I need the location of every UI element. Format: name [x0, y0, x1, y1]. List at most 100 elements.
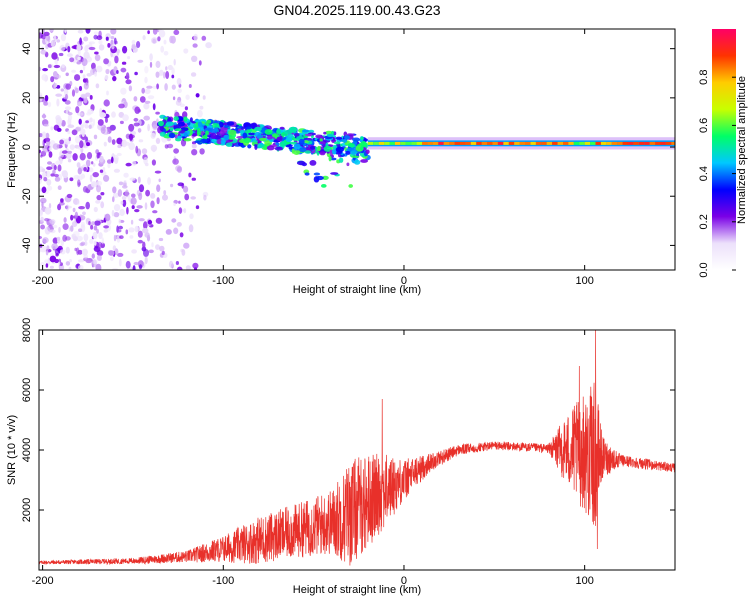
spectrogram-line-core	[470, 141, 477, 145]
spectrogram-noise-blob	[59, 44, 66, 52]
spectrogram-noise-blob	[85, 29, 91, 34]
spectrogram-line-core	[497, 141, 504, 145]
spectrogram-noise-blob	[156, 83, 160, 90]
spectrogram-noise-blob	[85, 201, 90, 210]
snr-x-tick-label: -200	[32, 575, 54, 587]
spectrogram-signal-blob	[213, 127, 219, 132]
spectrogram-noise-blob	[56, 39, 61, 43]
spectrogram-noise-blob	[177, 182, 184, 187]
spectrogram-signal-blob	[321, 184, 327, 188]
spectrogram-line-core	[378, 141, 385, 145]
spectrogram-noise-blob	[148, 249, 154, 254]
spectrogram-noise-blob	[83, 254, 88, 259]
spectrogram-noise-blob	[44, 95, 49, 102]
spectrogram-noise-blob	[191, 143, 197, 149]
snr-y-tick-label: 6000	[21, 378, 33, 402]
spectrogram-line-core	[422, 141, 428, 145]
spectrogram-noise-blob	[45, 250, 49, 256]
spectrogram-signal-blob	[158, 120, 164, 127]
spectrogram-noise-blob	[110, 36, 115, 40]
spectrogram-noise-blob	[76, 44, 82, 52]
spectrogram-noise-blob	[73, 174, 80, 180]
spectrogram-noise-blob	[96, 65, 103, 73]
spectrogram-noise-blob	[42, 171, 47, 179]
spectrogram-noise-blob	[65, 106, 72, 111]
spectrogram-noise-blob	[104, 213, 111, 222]
spectrogram-signal-blob	[253, 140, 258, 143]
spectrogram-noise-blob	[54, 58, 58, 65]
spectrogram-noise-blob	[90, 224, 94, 230]
spectrogram-noise-blob	[144, 232, 150, 238]
snr-y-tick-label: 2000	[21, 498, 33, 522]
spectrogram-noise-blob	[79, 152, 86, 161]
spectrogram-noise-blob	[78, 118, 82, 125]
spectrogram-noise-blob	[134, 106, 141, 114]
spectrogram-noise-blob	[155, 60, 161, 68]
spectrogram-signal-blob	[183, 138, 192, 142]
snr-panel: -200 -100 0 100 2000 4000 6000 8000 Height of …	[6, 318, 676, 596]
spectrogram-noise-blob	[75, 126, 82, 132]
colorbar-tick-label: 0.6	[698, 118, 710, 133]
spectrogram-noise-blob	[65, 83, 71, 90]
spectrogram-noise-blob	[100, 126, 106, 134]
spectrogram-signal-blob	[216, 131, 221, 136]
spectrogram-noise-blob	[45, 132, 50, 139]
spectrogram-noise-blob	[65, 72, 69, 77]
spectrogram-noise-blob	[102, 167, 106, 172]
spectrogram-noise-blob	[106, 90, 109, 96]
spectrogram-noise-blob	[86, 152, 93, 160]
snr-x-axis-label: Height of straight line (km)	[293, 584, 421, 596]
spectrogram-noise-blob	[133, 96, 138, 102]
spectrogram-noise-blob	[173, 58, 176, 66]
spectrogram-signal-blob	[316, 145, 321, 152]
spectrogram-y-tick-label: 0	[21, 144, 33, 150]
spectrogram-noise-blob	[43, 123, 49, 127]
spectrogram-noise-blob	[64, 29, 67, 33]
spectrogram-noise-blob	[199, 148, 205, 155]
spectrogram-noise-blob	[66, 53, 73, 58]
spectrogram-line-core	[660, 141, 666, 145]
spectrogram-signal-blob	[183, 116, 188, 122]
spectrogram-noise-blob	[198, 60, 202, 66]
spectrogram-signal-blob	[309, 160, 317, 166]
spectrogram-noise-blob	[93, 240, 97, 246]
spectrogram-noise-blob	[147, 30, 150, 35]
spectrogram-noise-blob	[65, 93, 68, 100]
spectrogram-signal-blob	[266, 145, 275, 151]
spectrogram-line-core	[443, 141, 450, 145]
spectrogram-noise-blob	[184, 106, 188, 111]
spectrogram-noise-blob	[95, 200, 101, 204]
spectrogram-noise-blob	[40, 262, 45, 267]
spectrogram-noise-blob	[42, 113, 46, 119]
spectrogram-noise-blob	[161, 250, 165, 256]
spectrogram-noise-blob	[81, 248, 88, 256]
spectrogram-noise-blob	[94, 51, 99, 55]
spectrogram-noise-blob	[94, 54, 101, 62]
spectrogram-signal-blob	[228, 129, 237, 136]
spectrogram-noise-blob	[78, 85, 83, 92]
spectrogram-signal-blob	[335, 146, 345, 153]
spectrogram-line-core	[568, 141, 574, 145]
spectrogram-line-core	[644, 141, 650, 145]
spectrogram-noise-blob	[118, 258, 122, 267]
spectrogram-noise-blob	[143, 156, 148, 165]
spectrogram-signal-blob	[210, 132, 217, 139]
spectrogram-noise-blob	[150, 200, 155, 209]
spectrogram-noise-blob	[134, 71, 138, 76]
spectrogram-line-core	[611, 141, 618, 145]
spectrogram-noise-blob	[175, 261, 179, 265]
spectrogram-noise-blob	[130, 197, 137, 205]
spectrogram-noise-blob	[121, 61, 127, 65]
spectrogram-noise-blob	[203, 194, 207, 201]
spectrogram-signal-blob	[173, 122, 177, 126]
spectrogram-noise-blob	[136, 205, 143, 209]
spectrogram-noise-blob	[75, 135, 81, 144]
spectrogram-noise-blob	[48, 29, 54, 32]
spectrogram-signal-blob	[322, 175, 329, 180]
spectrogram-signal-blob	[223, 134, 230, 141]
spectrogram-noise-blob	[183, 208, 187, 214]
spectrogram-noise-blob	[89, 95, 93, 100]
spectrogram-noise-blob	[82, 78, 87, 83]
spectrogram-noise-blob	[77, 56, 81, 61]
spectrogram-noise-blob	[61, 64, 65, 68]
